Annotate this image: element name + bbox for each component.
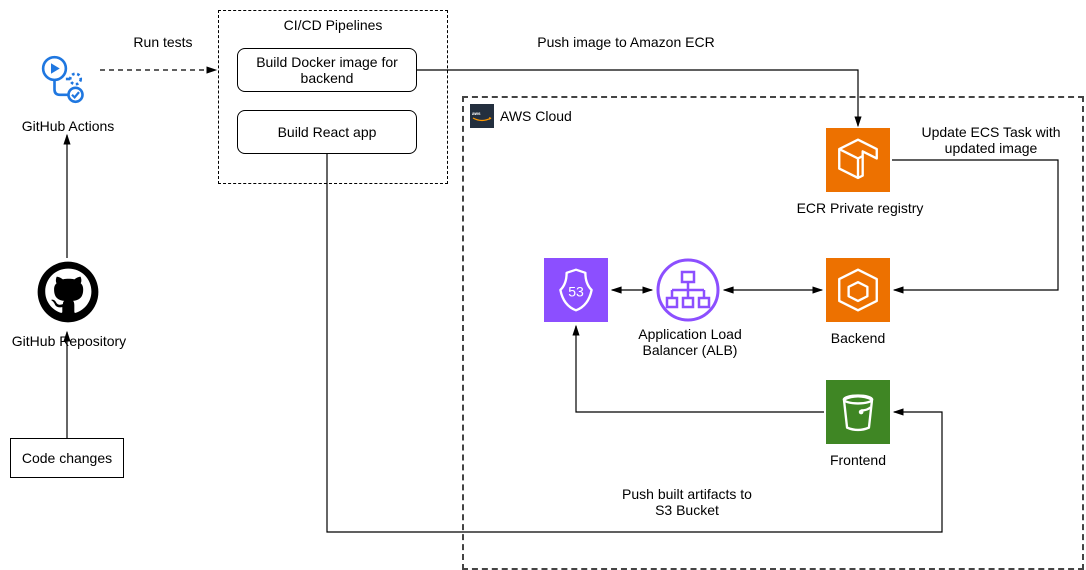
push-s3-label: Push built artifacts to S3 Bucket (612, 486, 762, 518)
build-react-box: Build React app (237, 110, 417, 154)
github-repo-label: GitHub Repository (4, 333, 134, 349)
frontend-label: Frontend (826, 452, 890, 468)
update-ecs-label: Update ECS Task with updated image (906, 124, 1076, 156)
aws-logo-icon: aws (470, 104, 494, 128)
run-tests-label: Run tests (128, 34, 198, 50)
svg-text:aws: aws (472, 111, 481, 116)
ecr-label: ECR Private registry (790, 200, 930, 216)
ecr-node (826, 128, 890, 192)
github-icon (36, 260, 100, 324)
alb-icon (656, 258, 720, 322)
build-docker-label: Build Docker image for backend (242, 54, 412, 86)
build-react-label: Build React app (278, 124, 377, 140)
backend-node (826, 258, 890, 322)
code-changes-label: Code changes (22, 450, 112, 466)
route53-icon: 53 (544, 258, 608, 322)
code-changes-box: Code changes (10, 438, 124, 478)
backend-label: Backend (826, 330, 890, 346)
cicd-group: CI/CD Pipelines (218, 10, 448, 184)
github-actions-node (36, 50, 94, 108)
cicd-group-label: CI/CD Pipelines (219, 17, 447, 33)
push-ecr-label: Push image to Amazon ECR (516, 34, 736, 50)
route53-node: 53 (544, 258, 608, 322)
github-actions-label: GitHub Actions (16, 118, 120, 134)
ecs-icon (826, 258, 890, 322)
github-repo-node (36, 260, 100, 324)
aws-group: aws AWS Cloud (462, 96, 1084, 570)
aws-group-label: AWS Cloud (500, 108, 572, 124)
alb-node (656, 258, 720, 322)
build-docker-box: Build Docker image for backend (237, 48, 417, 92)
s3-icon (826, 380, 890, 444)
svg-text:53: 53 (568, 283, 584, 299)
ecr-icon (826, 128, 890, 192)
frontend-node (826, 380, 890, 444)
github-actions-icon (36, 50, 94, 108)
alb-label: Application Load Balancer (ALB) (636, 326, 744, 358)
